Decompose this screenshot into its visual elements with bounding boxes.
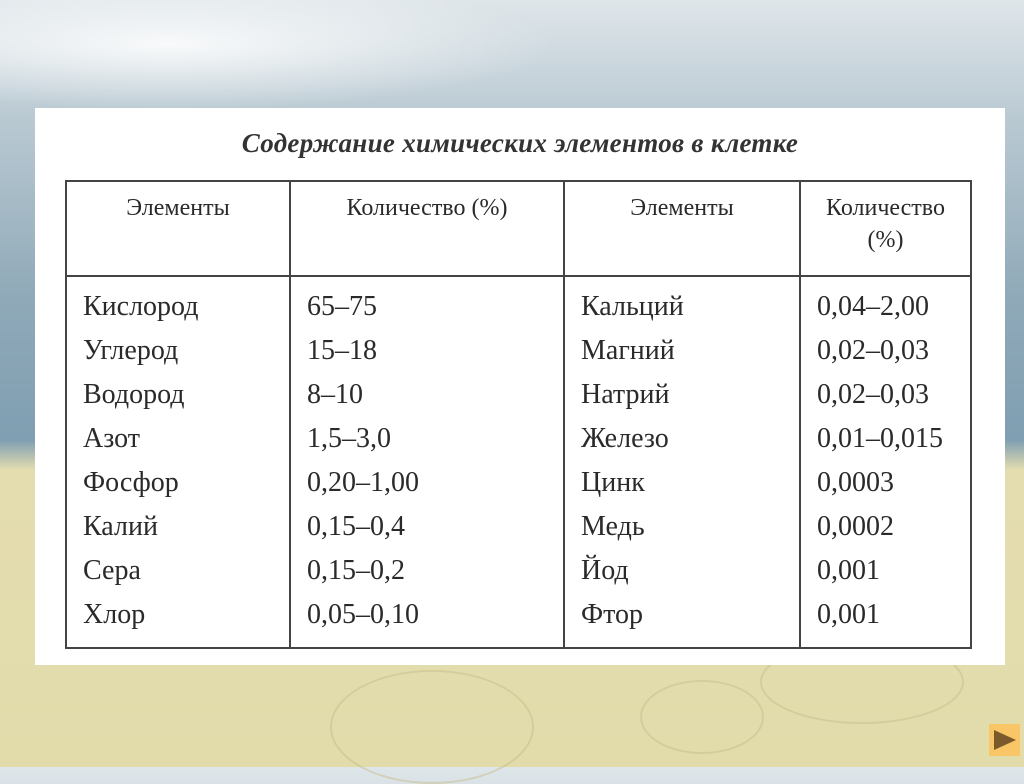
header-quantity: Количество (%) (289, 181, 564, 277)
table-row: Углерод 15–18 Магний 0,02–0,03 (66, 329, 971, 373)
element-cell: Цинк (563, 461, 800, 505)
quantity-cell: 0,0003 (799, 461, 971, 505)
dna-background-decoration (0, 0, 560, 110)
element-cell: Кальций (563, 276, 800, 329)
quantity-cell: 0,01–0,015 (799, 417, 971, 461)
header-elements: Элементы (563, 181, 800, 277)
header-elements: Элементы (66, 181, 290, 277)
next-slide-button[interactable] (989, 724, 1020, 756)
table-row: Калий 0,15–0,4 Медь 0,0002 (66, 505, 971, 549)
quantity-cell: 0,15–0,2 (289, 549, 564, 593)
quantity-cell: 8–10 (289, 373, 564, 417)
element-cell: Магний (563, 329, 800, 373)
quantity-cell: 0,15–0,4 (289, 505, 564, 549)
element-cell: Железо (563, 417, 800, 461)
table-row: Кислород 65–75 Кальций 0,04–2,00 (66, 276, 971, 329)
quantity-cell: 0,0002 (799, 505, 971, 549)
element-cell: Натрий (563, 373, 800, 417)
element-cell: Медь (563, 505, 800, 549)
quantity-cell: 0,04–2,00 (799, 276, 971, 329)
table-row: Хлор 0,05–0,10 Фтор 0,001 (66, 593, 971, 648)
table-row: Сера 0,15–0,2 Йод 0,001 (66, 549, 971, 593)
quantity-cell: 0,001 (799, 549, 971, 593)
header-quantity: Количество (%) (799, 181, 971, 277)
elements-table: Элементы Количество (%) Элементы Количес… (65, 180, 972, 649)
quantity-cell: 0,02–0,03 (799, 329, 971, 373)
ripple-decoration (640, 680, 764, 754)
element-cell: Углерод (83, 335, 179, 366)
element-cell: Йод (563, 549, 800, 593)
element-cell: Калий (83, 511, 158, 542)
quantity-cell: 0,05–0,10 (289, 593, 564, 648)
quantity-cell: 15–18 (289, 329, 564, 373)
quantity-cell: 0,20–1,00 (289, 461, 564, 505)
content-panel: Содержание химических элементов в клетке… (35, 108, 1005, 665)
element-cell: Водород (83, 379, 185, 410)
quantity-cell: 1,5–3,0 (289, 417, 564, 461)
element-cell: Фосфор (83, 467, 179, 498)
table-header-row: Элементы Количество (%) Элементы Количес… (66, 181, 971, 277)
element-cell: Кислород (83, 291, 199, 322)
element-cell: Фтор (563, 593, 800, 648)
quantity-cell: 0,001 (799, 593, 971, 648)
quantity-cell: 65–75 (289, 276, 564, 329)
play-next-icon (993, 730, 1016, 750)
element-cell: Азот (83, 423, 140, 454)
element-cell: Сера (83, 555, 141, 586)
table-row: Азот 1,5–3,0 Железо 0,01–0,015 (66, 417, 971, 461)
table-row: Фосфор 0,20–1,00 Цинк 0,0003 (66, 461, 971, 505)
slide-title: Содержание химических элементов в клетке (241, 128, 799, 158)
quantity-cell: 0,02–0,03 (799, 373, 971, 417)
table-row: Водород 8–10 Натрий 0,02–0,03 (66, 373, 971, 417)
element-cell: Хлор (83, 599, 146, 630)
